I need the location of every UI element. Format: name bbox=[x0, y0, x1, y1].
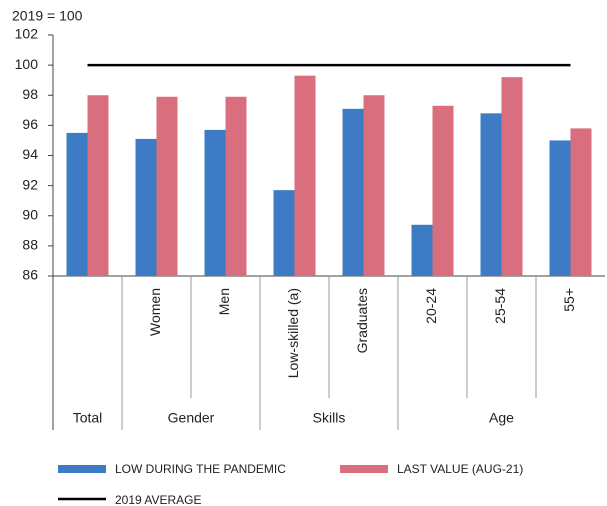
x-tick-label: Graduates bbox=[354, 288, 370, 353]
y-tick-label: 90 bbox=[22, 206, 38, 222]
y-tick-label: 92 bbox=[22, 176, 38, 192]
group-label: Total bbox=[73, 410, 103, 426]
legend-label: LOW DURING THE PANDEMIC bbox=[115, 462, 286, 476]
bar bbox=[225, 96, 247, 276]
bar bbox=[432, 105, 454, 276]
y-tick-label: 88 bbox=[22, 237, 38, 253]
group-label: Gender bbox=[168, 410, 215, 426]
x-tick-label: 25-54 bbox=[492, 288, 508, 324]
bar bbox=[480, 113, 502, 276]
bar bbox=[204, 129, 226, 276]
x-tick-label: Women bbox=[147, 288, 163, 336]
bar bbox=[501, 77, 523, 276]
y-tick-label: 86 bbox=[22, 267, 38, 283]
bar bbox=[363, 95, 385, 276]
legend-swatch bbox=[58, 465, 106, 473]
x-tick-label: Men bbox=[216, 288, 232, 315]
legend-swatch bbox=[340, 465, 388, 473]
x-tick-label: 20-24 bbox=[423, 288, 439, 324]
group-label: Skills bbox=[313, 410, 346, 426]
bar bbox=[342, 108, 364, 277]
legend-label: 2019 AVERAGE bbox=[115, 493, 202, 506]
bar bbox=[66, 132, 88, 276]
bar bbox=[135, 138, 157, 276]
bar bbox=[273, 190, 295, 276]
bar bbox=[570, 128, 592, 276]
x-tick-label: 55+ bbox=[561, 288, 577, 312]
y-tick-label: 100 bbox=[15, 56, 39, 72]
bar bbox=[411, 224, 433, 276]
y-tick-label: 102 bbox=[15, 26, 39, 42]
legend-label: LAST VALUE (AUG-21) bbox=[397, 462, 523, 476]
bar bbox=[294, 75, 316, 276]
y-tick-label: 94 bbox=[22, 146, 38, 162]
group-label: Age bbox=[489, 410, 514, 426]
y-tick-label: 96 bbox=[22, 116, 38, 132]
bar bbox=[549, 140, 571, 276]
unit-label: 2019 = 100 bbox=[12, 8, 83, 24]
y-tick-label: 98 bbox=[22, 86, 38, 102]
bar bbox=[87, 95, 109, 276]
bar bbox=[156, 96, 178, 276]
x-tick-label: Low-skilled (a) bbox=[285, 288, 301, 378]
